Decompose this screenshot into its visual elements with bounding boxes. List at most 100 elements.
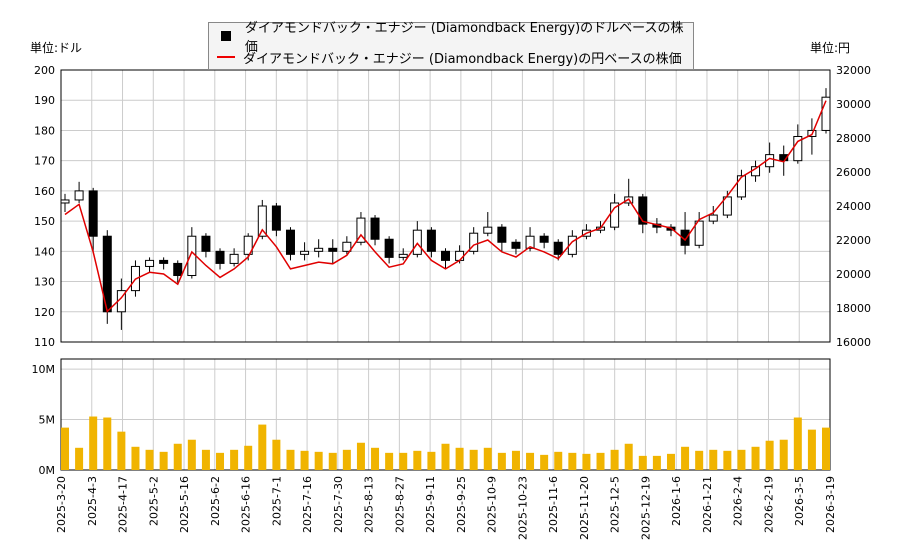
candle-body (511, 241, 521, 249)
x-tick: 2025-6-16 (240, 476, 253, 533)
volume-bar (89, 416, 98, 470)
volume-bar (526, 452, 535, 470)
volume-bar (173, 443, 182, 470)
y-tick-left: 200 (34, 64, 55, 77)
volume-bar (244, 445, 253, 470)
x-tick: 2025-5-16 (178, 476, 191, 533)
x-tick: 2025-3-20 (55, 476, 68, 533)
candle-body (821, 96, 831, 131)
x-tick: 2026-1-6 (670, 476, 683, 526)
candle-body (441, 250, 450, 261)
candle-body (469, 232, 479, 252)
y-tick-left: 150 (34, 215, 55, 228)
candle-body (328, 247, 338, 252)
y-tick-right: 30000 (836, 98, 871, 111)
volume-bar (413, 450, 422, 470)
candle-body (384, 238, 394, 258)
candle-body (229, 253, 239, 264)
y-tick-right: 18000 (836, 302, 871, 315)
volume-bar (427, 451, 436, 470)
volume-bar (258, 424, 267, 470)
volume-bar (751, 446, 760, 470)
candle-body (426, 229, 436, 252)
x-tick: 2025-9-25 (455, 476, 468, 533)
volume-bar (385, 452, 394, 470)
legend: ダイアモンドバック・エナジー (Diamondback Energy)のドルベー… (208, 21, 694, 70)
left-unit-label: 単位:ドル (30, 41, 83, 55)
candle-body (159, 259, 169, 264)
x-tick: 2025-9-11 (424, 476, 437, 533)
candle-body (74, 190, 84, 201)
volume-bar (554, 451, 563, 470)
candle-body (455, 250, 465, 261)
candle-body (88, 190, 98, 237)
y-tick-volume: 5M (39, 414, 56, 427)
volume-bar (216, 452, 225, 470)
candle-body (145, 259, 155, 267)
y-tick-right: 26000 (836, 166, 871, 179)
candle-body (173, 262, 183, 277)
volume-bar (793, 417, 802, 470)
legend-label-jpy: ダイアモンドバック・エナジー (Diamondback Energy)の円ベース… (243, 51, 682, 67)
volume-bar (201, 449, 210, 470)
volume-bar (540, 454, 549, 470)
volume-bar (807, 429, 816, 470)
volume-bar (117, 431, 126, 470)
candle-body (497, 226, 507, 243)
volume-bar (709, 449, 718, 470)
volume-bar (695, 450, 704, 470)
candle-body (567, 235, 577, 255)
y-tick-right: 16000 (836, 336, 871, 349)
volume-bar (145, 449, 154, 470)
volume-bar (441, 443, 450, 470)
volume-bar (230, 449, 239, 470)
x-tick: 2025-5-2 (147, 476, 160, 526)
volume-bar (61, 427, 69, 470)
candle-body (314, 247, 324, 252)
volume-bar (582, 453, 591, 470)
volume-bar (399, 452, 408, 470)
volume-bar (469, 449, 478, 470)
x-tick: 2025-7-16 (301, 476, 314, 533)
volume-bar (638, 455, 647, 470)
x-tick: 2025-8-13 (363, 476, 376, 533)
y-tick-right: 28000 (836, 132, 871, 145)
volume-bar (272, 439, 281, 470)
y-tick-left: 180 (34, 124, 55, 137)
volume-bar (723, 450, 732, 470)
volume-bar (568, 452, 577, 470)
volume-bar (624, 443, 633, 470)
candle-body (215, 250, 225, 264)
jpy-price-line (64, 100, 827, 313)
y-tick-right: 32000 (836, 64, 871, 77)
volume-bar (286, 449, 295, 470)
y-tick-left: 140 (34, 245, 55, 258)
price-plot-frame (60, 69, 831, 343)
volume-bar (314, 451, 323, 470)
x-tick: 2025-4-3 (86, 476, 99, 526)
candle-body (610, 202, 620, 228)
y-tick-left: 170 (34, 155, 55, 168)
legend-swatch-usd (221, 31, 231, 41)
x-tick: 2025-12-19 (639, 476, 652, 540)
candle-body (793, 135, 803, 162)
y-tick-volume: 0M (39, 464, 56, 477)
volume-bar (779, 439, 788, 470)
candle-body (736, 175, 746, 198)
candle-body (539, 235, 549, 243)
candle-body (356, 217, 366, 243)
volume-bar (187, 439, 196, 470)
candle-body (60, 199, 70, 204)
x-tick: 2025-7-1 (270, 476, 283, 526)
volume-bar (342, 449, 351, 470)
volume-bar (822, 427, 830, 470)
volume-bar (737, 449, 746, 470)
volume-bar (371, 447, 380, 470)
candle-body (398, 253, 408, 258)
x-tick: 2025-11-20 (578, 476, 591, 540)
x-tick: 2026-1-21 (701, 476, 714, 533)
volume-bar (300, 450, 309, 470)
candle-body (285, 229, 295, 255)
candle-body (638, 196, 648, 225)
